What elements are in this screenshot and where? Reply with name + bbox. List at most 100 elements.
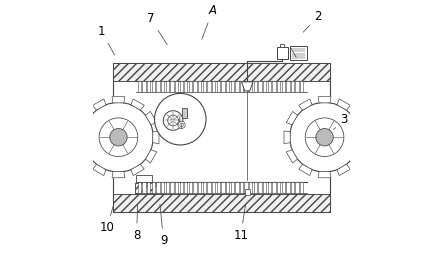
- Text: 8: 8: [133, 204, 140, 242]
- Bar: [277, 81, 280, 92]
- Bar: [240, 81, 243, 92]
- Text: 2: 2: [303, 10, 322, 32]
- Bar: [291, 182, 294, 193]
- Bar: [135, 183, 157, 193]
- Bar: [166, 81, 169, 92]
- Bar: [249, 182, 253, 193]
- Bar: [254, 182, 257, 193]
- Bar: [113, 62, 330, 212]
- Bar: [182, 108, 187, 118]
- Bar: [272, 81, 276, 92]
- Polygon shape: [80, 111, 91, 125]
- Circle shape: [163, 111, 183, 130]
- Polygon shape: [145, 150, 157, 163]
- Bar: [226, 81, 229, 92]
- Polygon shape: [318, 171, 331, 178]
- Bar: [277, 182, 280, 193]
- Bar: [254, 81, 257, 92]
- Bar: [286, 182, 290, 193]
- Bar: [161, 81, 164, 92]
- Polygon shape: [145, 111, 157, 125]
- Bar: [198, 81, 202, 92]
- Circle shape: [168, 115, 179, 126]
- Polygon shape: [337, 164, 350, 176]
- Bar: [291, 81, 294, 92]
- Circle shape: [178, 121, 185, 128]
- Bar: [113, 194, 330, 212]
- Bar: [286, 81, 290, 92]
- Bar: [240, 182, 243, 193]
- Text: 1: 1: [98, 25, 115, 55]
- Polygon shape: [352, 150, 363, 163]
- Circle shape: [78, 96, 159, 178]
- Bar: [147, 81, 151, 92]
- Bar: [170, 81, 174, 92]
- Bar: [230, 182, 234, 193]
- Bar: [175, 182, 178, 193]
- Bar: [152, 182, 155, 193]
- Bar: [263, 81, 266, 92]
- Bar: [189, 182, 192, 193]
- Circle shape: [284, 96, 365, 178]
- Bar: [179, 81, 183, 92]
- Bar: [170, 182, 174, 193]
- Circle shape: [99, 118, 138, 156]
- Bar: [142, 81, 146, 92]
- Polygon shape: [284, 131, 290, 144]
- Polygon shape: [359, 131, 365, 144]
- Bar: [221, 182, 225, 193]
- Circle shape: [305, 118, 344, 156]
- Bar: [235, 182, 238, 193]
- Polygon shape: [286, 111, 298, 125]
- Polygon shape: [299, 99, 312, 110]
- Bar: [175, 81, 178, 92]
- Bar: [217, 81, 220, 92]
- Polygon shape: [131, 99, 144, 110]
- Bar: [207, 182, 211, 193]
- Polygon shape: [112, 97, 125, 103]
- Bar: [295, 182, 299, 193]
- Bar: [156, 81, 159, 92]
- Bar: [135, 183, 157, 193]
- Polygon shape: [299, 164, 312, 176]
- Bar: [189, 81, 192, 92]
- Bar: [212, 81, 215, 92]
- Polygon shape: [337, 99, 350, 110]
- Bar: [249, 81, 253, 92]
- Bar: [184, 182, 187, 193]
- Bar: [290, 46, 307, 60]
- Bar: [230, 81, 234, 92]
- Bar: [113, 62, 330, 81]
- Bar: [203, 81, 206, 92]
- Bar: [281, 81, 285, 92]
- Circle shape: [110, 128, 127, 146]
- Bar: [161, 182, 164, 193]
- Text: 7: 7: [147, 12, 167, 45]
- Bar: [281, 182, 285, 193]
- Bar: [263, 182, 266, 193]
- Bar: [184, 81, 187, 92]
- Bar: [194, 182, 197, 193]
- Bar: [277, 47, 288, 59]
- Polygon shape: [80, 150, 91, 163]
- Bar: [268, 182, 271, 193]
- Bar: [245, 182, 248, 193]
- Bar: [198, 182, 202, 193]
- Bar: [203, 182, 206, 193]
- Bar: [194, 81, 197, 92]
- Bar: [258, 182, 262, 193]
- Bar: [179, 182, 183, 193]
- Bar: [147, 182, 151, 193]
- Bar: [136, 175, 152, 182]
- Text: A: A: [202, 4, 217, 39]
- Polygon shape: [153, 131, 159, 144]
- Bar: [212, 182, 215, 193]
- Bar: [280, 44, 284, 47]
- Bar: [138, 81, 141, 92]
- Polygon shape: [318, 97, 331, 103]
- Polygon shape: [78, 131, 84, 144]
- Polygon shape: [93, 99, 106, 110]
- Circle shape: [155, 93, 206, 145]
- Bar: [152, 81, 155, 92]
- Bar: [113, 194, 330, 212]
